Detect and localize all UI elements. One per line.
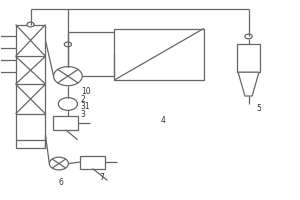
Circle shape [64,42,71,47]
Text: 5: 5 [256,104,261,113]
Text: 7: 7 [99,173,104,182]
Text: 3: 3 [81,110,85,119]
Text: 4: 4 [160,116,165,125]
Circle shape [58,98,77,110]
Bar [16,25,46,148]
Text: 31: 31 [81,102,90,111]
Text: 10: 10 [81,87,90,96]
Bar [114,28,204,80]
Circle shape [53,67,82,86]
Text: 6: 6 [59,178,64,187]
Circle shape [50,157,68,170]
Text: 2: 2 [81,95,85,104]
Bar [80,156,105,169]
Polygon shape [238,72,259,96]
Circle shape [27,22,34,27]
Bar [237,44,260,72]
Circle shape [245,34,252,39]
Bar [53,116,78,130]
